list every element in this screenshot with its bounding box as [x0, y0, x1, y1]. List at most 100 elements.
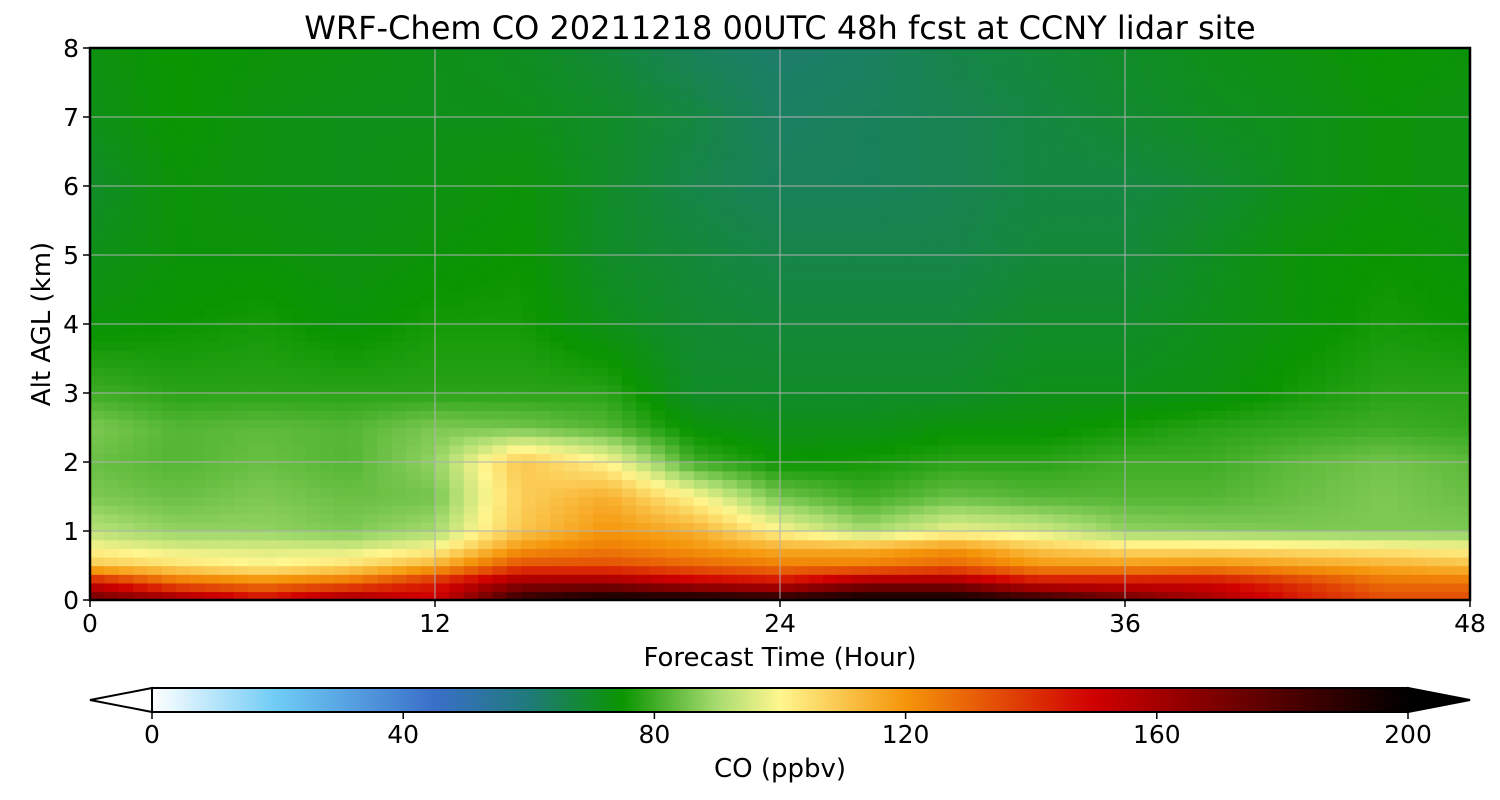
co-cell: [837, 436, 853, 446]
co-cell: [851, 574, 867, 584]
co-cell: [923, 272, 939, 282]
co-cell: [765, 479, 781, 489]
co-cell: [1398, 496, 1414, 506]
co-cell: [909, 186, 925, 196]
co-cell: [736, 470, 752, 480]
co-cell: [1455, 565, 1470, 575]
co-cell: [593, 418, 609, 429]
co-cell: [981, 496, 997, 506]
co-cell: [895, 462, 911, 472]
co-cell: [1426, 436, 1442, 446]
co-cell: [1196, 229, 1212, 239]
co-cell: [406, 237, 422, 248]
co-cell: [521, 168, 537, 179]
co-cell: [1326, 280, 1342, 291]
co-cell: [837, 315, 853, 325]
co-cell: [176, 591, 192, 600]
co-cell: [722, 177, 738, 187]
co-cell: [161, 186, 177, 196]
co-cell: [1010, 194, 1026, 204]
co-cell: [478, 280, 494, 291]
co-cell: [1139, 470, 1155, 480]
co-cell: [751, 168, 767, 179]
co-cell: [823, 255, 839, 265]
co-cell: [1168, 211, 1184, 222]
co-cell: [808, 177, 824, 187]
co-cell: [176, 401, 192, 411]
co-cell: [1426, 410, 1442, 420]
co-cell: [1168, 168, 1184, 179]
co-cell: [621, 272, 637, 282]
co-cell: [607, 255, 623, 265]
co-cell: [1383, 410, 1399, 420]
co-cell: [90, 565, 106, 575]
co-cell: [1010, 160, 1026, 170]
co-cell: [391, 522, 407, 532]
co-cell: [650, 349, 666, 360]
co-cell: [1340, 358, 1356, 368]
co-cell: [866, 203, 882, 213]
co-cell: [377, 462, 393, 472]
co-cell: [1398, 203, 1414, 213]
co-cell: [909, 229, 925, 239]
co-cell: [248, 410, 264, 420]
co-cell: [1096, 349, 1112, 360]
co-cell: [449, 582, 465, 593]
co-cell: [291, 186, 307, 196]
co-cell: [966, 186, 982, 196]
co-cell: [377, 280, 393, 291]
co-cell: [650, 203, 666, 213]
co-cell: [1211, 186, 1227, 196]
co-cell: [708, 591, 724, 600]
co-cell: [1038, 384, 1054, 394]
co-cell: [1081, 237, 1097, 248]
co-cell: [1254, 358, 1270, 368]
co-cell: [320, 255, 336, 265]
co-cell: [1010, 324, 1026, 334]
co-cell: [923, 574, 939, 584]
co-cell: [1053, 591, 1069, 600]
co-cell: [391, 427, 407, 437]
co-cell: [1125, 548, 1141, 558]
co-cell: [320, 177, 336, 187]
co-cell: [1398, 358, 1414, 368]
co-cell: [966, 160, 982, 170]
co-cell: [1053, 453, 1069, 463]
co-cell: [463, 220, 479, 230]
co-cell: [1355, 151, 1371, 161]
co-cell: [1398, 315, 1414, 325]
co-cell: [722, 332, 738, 342]
co-cell: [981, 324, 997, 334]
co-cell: [1024, 186, 1040, 196]
co-cell: [1398, 211, 1414, 222]
co-cell: [938, 418, 954, 429]
co-cell: [262, 487, 278, 498]
co-cell: [923, 168, 939, 179]
co-cell: [938, 591, 954, 600]
co-cell: [233, 306, 249, 317]
co-cell: [1153, 349, 1169, 360]
co-cell: [938, 531, 954, 541]
co-cell: [1441, 203, 1457, 213]
co-cell: [363, 289, 379, 299]
co-cell: [176, 539, 192, 549]
co-cell: [1369, 384, 1385, 394]
co-cell: [1398, 427, 1414, 437]
co-cell: [823, 479, 839, 489]
co-cell: [1297, 582, 1313, 593]
co-cell: [952, 289, 968, 299]
co-cell: [1326, 203, 1342, 213]
co-cell: [665, 556, 681, 567]
co-cell: [765, 505, 781, 515]
co-cell: [1067, 229, 1083, 239]
co-cell: [506, 401, 522, 411]
co-cell: [880, 591, 896, 600]
co-cell: [305, 487, 321, 498]
co-cell: [320, 211, 336, 222]
co-cell: [1110, 272, 1126, 282]
co-cell: [823, 522, 839, 532]
co-cell: [334, 548, 350, 558]
co-cell: [104, 531, 120, 541]
co-cell: [463, 418, 479, 429]
co-cell: [1355, 211, 1371, 222]
